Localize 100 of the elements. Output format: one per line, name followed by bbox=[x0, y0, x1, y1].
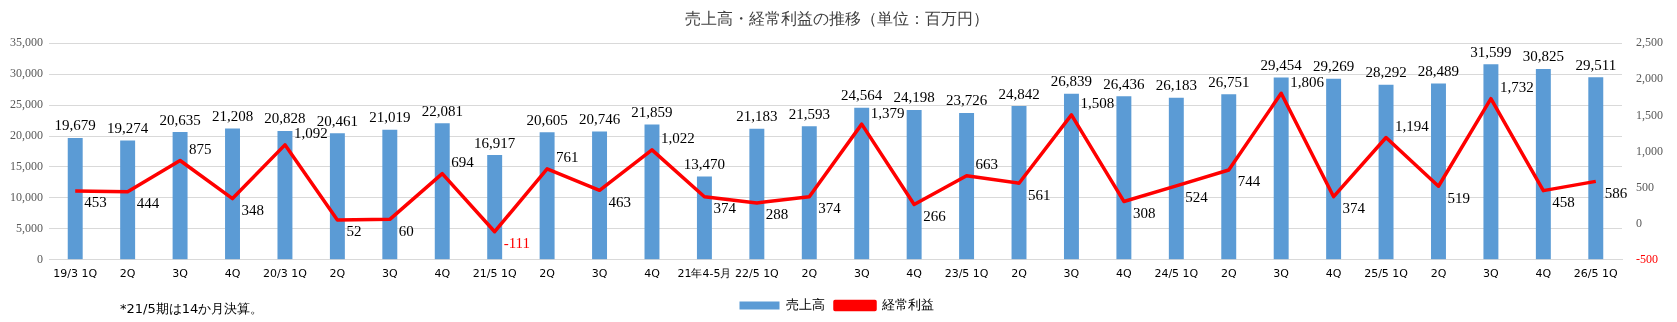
data-label: 21,208 bbox=[211, 107, 254, 124]
bar bbox=[1378, 84, 1394, 260]
bar bbox=[749, 128, 765, 260]
data-label: 663 bbox=[975, 156, 999, 173]
data-label: 24,198 bbox=[893, 89, 935, 106]
data-label: 21,859 bbox=[631, 103, 673, 120]
data-label: 308 bbox=[1132, 204, 1156, 221]
bar bbox=[67, 138, 83, 260]
y2-tick-label: 500 bbox=[1636, 179, 1654, 194]
x-tick-label: 23/5 1Q bbox=[944, 267, 989, 281]
x-tick-label: 2Q bbox=[1011, 267, 1028, 281]
x-tick-label: 20/3 1Q bbox=[263, 267, 308, 281]
y2-tick-label: 0 bbox=[1636, 215, 1642, 230]
x-tick-label: 2Q bbox=[1430, 267, 1447, 281]
data-label: 21,019 bbox=[369, 109, 411, 126]
data-label: 444 bbox=[136, 195, 160, 212]
y-tick-label: 25,000 bbox=[10, 97, 43, 112]
data-label: 26,839 bbox=[1050, 73, 1093, 90]
y2-tick-label: 2,000 bbox=[1636, 71, 1663, 86]
data-label: 21,183 bbox=[736, 108, 778, 125]
x-tick-label: 3Q bbox=[1273, 267, 1290, 281]
data-label: 24,842 bbox=[998, 85, 1040, 102]
bar bbox=[1273, 77, 1289, 260]
x-tick-label: 3Q bbox=[381, 267, 398, 281]
y-tick-label: 5,000 bbox=[16, 221, 43, 236]
bar bbox=[644, 124, 660, 260]
bar bbox=[487, 155, 503, 260]
bar bbox=[1168, 97, 1184, 260]
data-label: 29,454 bbox=[1260, 56, 1303, 73]
data-label: 20,746 bbox=[578, 110, 621, 127]
data-label: 19,679 bbox=[54, 117, 96, 134]
data-label: 60 bbox=[398, 222, 414, 239]
x-tick-label: 3Q bbox=[853, 267, 870, 281]
data-label: 13,470 bbox=[683, 155, 726, 172]
x-tick-label: 3Q bbox=[591, 267, 608, 281]
bar bbox=[1116, 96, 1132, 260]
data-label: 1,508 bbox=[1080, 95, 1115, 112]
x-tick-label: 4Q bbox=[434, 267, 451, 281]
legend-label: 売上高 bbox=[786, 296, 825, 312]
data-label: 524 bbox=[1185, 189, 1209, 206]
x-tick-label: 4Q bbox=[644, 267, 661, 281]
data-label: 19,274 bbox=[107, 119, 149, 136]
data-label: 458 bbox=[1552, 194, 1575, 211]
x-tick-label: 4Q bbox=[1325, 267, 1342, 281]
data-label: 26,751 bbox=[1208, 73, 1250, 90]
data-label: 28,292 bbox=[1365, 64, 1407, 81]
x-tick-label: 26/5 1Q bbox=[1573, 267, 1619, 281]
bar bbox=[382, 129, 398, 260]
x-tick-label: 2Q bbox=[1220, 267, 1237, 281]
y-tick-label: 30,000 bbox=[10, 66, 43, 81]
data-label: 24,564 bbox=[841, 87, 883, 104]
data-label: 28,489 bbox=[1417, 62, 1460, 79]
data-label: 463 bbox=[608, 193, 632, 210]
data-label: 348 bbox=[241, 202, 265, 219]
x-tick-label: 4Q bbox=[224, 267, 241, 281]
bar bbox=[1221, 94, 1237, 260]
bar bbox=[434, 123, 450, 260]
data-label: 374 bbox=[1342, 200, 1366, 217]
data-label: 23,726 bbox=[945, 92, 988, 109]
bar bbox=[959, 112, 975, 260]
data-label: 29,511 bbox=[1575, 56, 1617, 73]
bar bbox=[225, 128, 240, 260]
data-label: 586 bbox=[1604, 184, 1628, 201]
bar bbox=[539, 132, 555, 260]
data-label: 694 bbox=[451, 154, 475, 171]
data-label: 761 bbox=[556, 149, 579, 166]
x-tick-label: 4Q bbox=[906, 267, 923, 281]
y2-tick-label: 1,000 bbox=[1636, 143, 1663, 158]
y-tick-label: 15,000 bbox=[10, 159, 43, 174]
data-label: 20,828 bbox=[264, 110, 306, 127]
x-tick-label: 25/5 1Q bbox=[1364, 267, 1409, 281]
x-tick-label: 21/5 1Q bbox=[472, 267, 517, 281]
x-tick-label: 4Q bbox=[1535, 267, 1552, 281]
data-label: 453 bbox=[84, 194, 107, 211]
data-label: 30,825 bbox=[1522, 48, 1564, 65]
x-tick-label: 2Q bbox=[119, 267, 136, 281]
data-label: 875 bbox=[189, 140, 212, 157]
x-tick-label: 24/5 1Q bbox=[1154, 267, 1199, 281]
y-tick-label: 0 bbox=[37, 251, 43, 266]
bar bbox=[696, 176, 712, 260]
bar bbox=[592, 131, 608, 260]
bar bbox=[277, 130, 293, 260]
x-tick-label: 19/3 1Q bbox=[53, 267, 98, 281]
y-tick-label: 35,000 bbox=[10, 35, 43, 50]
data-label: 1,379 bbox=[870, 104, 905, 121]
x-tick-label: 2Q bbox=[329, 267, 346, 281]
data-label: 1,194 bbox=[1395, 117, 1430, 134]
x-tick-label: 3Q bbox=[1063, 267, 1080, 281]
bar bbox=[1535, 69, 1551, 260]
y2-tick-label: 1,500 bbox=[1636, 107, 1663, 122]
data-label: 16,917 bbox=[474, 134, 516, 151]
data-label: 561 bbox=[1028, 186, 1051, 203]
x-tick-label: 2Q bbox=[539, 267, 556, 281]
bar bbox=[906, 110, 922, 260]
bar bbox=[1483, 64, 1499, 260]
data-label: 31,599 bbox=[1470, 43, 1512, 60]
data-label: 26,436 bbox=[1103, 75, 1146, 92]
bar bbox=[172, 132, 188, 260]
data-label: 52 bbox=[346, 223, 362, 240]
bar bbox=[801, 126, 817, 260]
